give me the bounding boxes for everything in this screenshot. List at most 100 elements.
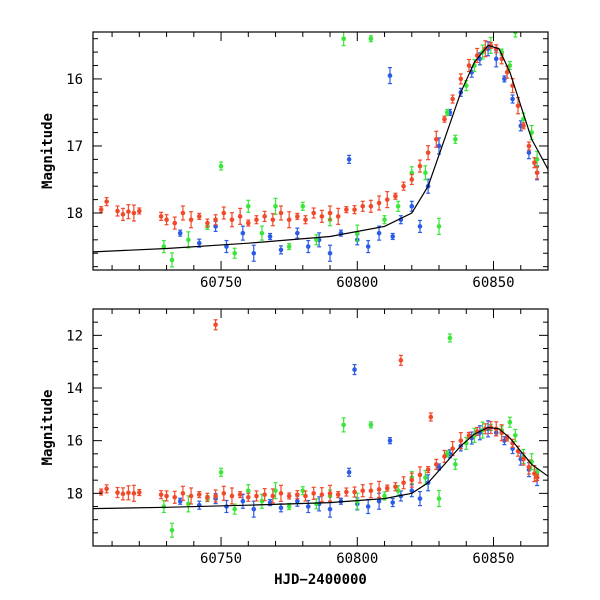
series-red-point	[368, 199, 374, 213]
series-red-point	[120, 487, 126, 501]
series-red-point	[237, 491, 243, 499]
series-blue-point	[352, 363, 357, 376]
series-green-point	[169, 522, 175, 538]
series-red-point	[164, 490, 169, 502]
series-green-point	[382, 215, 387, 225]
series-red-point	[278, 205, 284, 221]
series-red-point	[104, 484, 109, 494]
series-red-point	[360, 200, 366, 212]
series-green-point	[341, 417, 346, 433]
series-red-point	[368, 483, 374, 499]
series-red-point	[188, 487, 194, 505]
series-green-point	[507, 416, 513, 428]
series-green-point	[161, 499, 167, 514]
series-blue-point	[409, 200, 415, 212]
series-red-point	[270, 488, 276, 504]
x-tick-label: 60850	[472, 551, 514, 567]
model-curve	[93, 44, 548, 253]
series-red-point	[384, 191, 390, 209]
series-red-point	[98, 488, 104, 496]
series-blue-point	[278, 503, 284, 513]
series-blue-point	[387, 437, 393, 445]
series-red-point	[205, 492, 210, 502]
y-tick-label: 14	[66, 381, 83, 397]
series-blue-point	[295, 227, 300, 239]
series-red-point	[295, 490, 300, 500]
series-red-point	[319, 487, 325, 503]
series-blue-point	[177, 229, 183, 237]
y-tick-label: 18	[66, 486, 83, 502]
series-red-point	[286, 211, 292, 229]
plot-frame	[92, 31, 549, 271]
series-red-point	[229, 212, 235, 228]
series-green-point	[534, 150, 540, 168]
series-red-point	[158, 211, 164, 221]
series-red-point	[458, 432, 464, 450]
series-green-point	[169, 252, 175, 268]
series-red-point	[352, 205, 357, 215]
series-blue-point	[305, 239, 311, 254]
series-red-point	[376, 195, 382, 211]
series-red-point	[137, 488, 142, 497]
series-blue-point	[251, 244, 257, 262]
series-red-point	[205, 218, 210, 228]
series-red-point	[295, 212, 300, 220]
series-red-point	[221, 206, 227, 220]
series-green-point	[273, 197, 278, 215]
series-green-point	[395, 200, 401, 212]
series-red-point	[327, 484, 333, 502]
y-tick-label: 16	[66, 72, 83, 88]
top-panel: 60750 60800 60850 16 17 18 Magnitude	[40, 31, 549, 291]
series-blue-point	[387, 66, 393, 85]
series-red-point	[126, 204, 131, 220]
series-red-point	[526, 459, 532, 475]
series-green-point	[453, 134, 458, 144]
series-blue-point	[346, 154, 352, 164]
series-red-point	[521, 122, 526, 130]
series-green-point	[513, 428, 518, 442]
series-green-point	[232, 247, 237, 259]
series-red-point	[229, 487, 235, 505]
series-red-point	[213, 214, 218, 226]
model-curve	[93, 426, 548, 510]
series-green-point	[368, 35, 374, 43]
series-red-point	[425, 145, 431, 161]
series-red-point	[262, 210, 267, 222]
series-green-point	[300, 201, 306, 211]
series-red-point	[237, 207, 243, 225]
series-red-point	[180, 205, 186, 221]
x-tick-label: 60800	[336, 275, 378, 291]
series-blue-point	[327, 244, 333, 262]
series-red-point	[417, 159, 423, 173]
series-red-point	[131, 484, 137, 502]
series-green-point	[286, 242, 292, 251]
series-red-point	[131, 204, 137, 222]
series-green-point	[314, 498, 319, 510]
series-red-point	[534, 473, 540, 482]
series-blue-point	[251, 500, 257, 518]
y-axis-label: Magnitude	[40, 390, 56, 466]
series-red-point	[393, 192, 398, 200]
series-green-point	[472, 427, 477, 443]
x-tick-label: 60750	[200, 275, 242, 291]
series-red-point	[409, 173, 415, 186]
series-blue-point	[346, 467, 352, 477]
series-red-point	[213, 319, 218, 331]
series-red-point	[401, 476, 406, 490]
y-tick-label: 16	[66, 434, 83, 450]
plot-area	[93, 32, 548, 268]
series-blue-point	[196, 500, 202, 510]
series-red-point	[120, 207, 126, 221]
series-red-point	[433, 458, 439, 470]
series-red-point	[270, 213, 276, 227]
series-blue-point	[240, 225, 246, 241]
series-red-point	[384, 484, 390, 492]
series-blue-point	[376, 225, 382, 241]
series-red-point	[172, 216, 178, 230]
series-red-point	[126, 485, 131, 501]
series-green-point	[447, 333, 453, 343]
series-red-point	[245, 492, 251, 502]
series-red-point	[188, 211, 194, 229]
y-axis-label: Magnitude	[40, 113, 56, 189]
series-blue-point	[390, 232, 396, 241]
